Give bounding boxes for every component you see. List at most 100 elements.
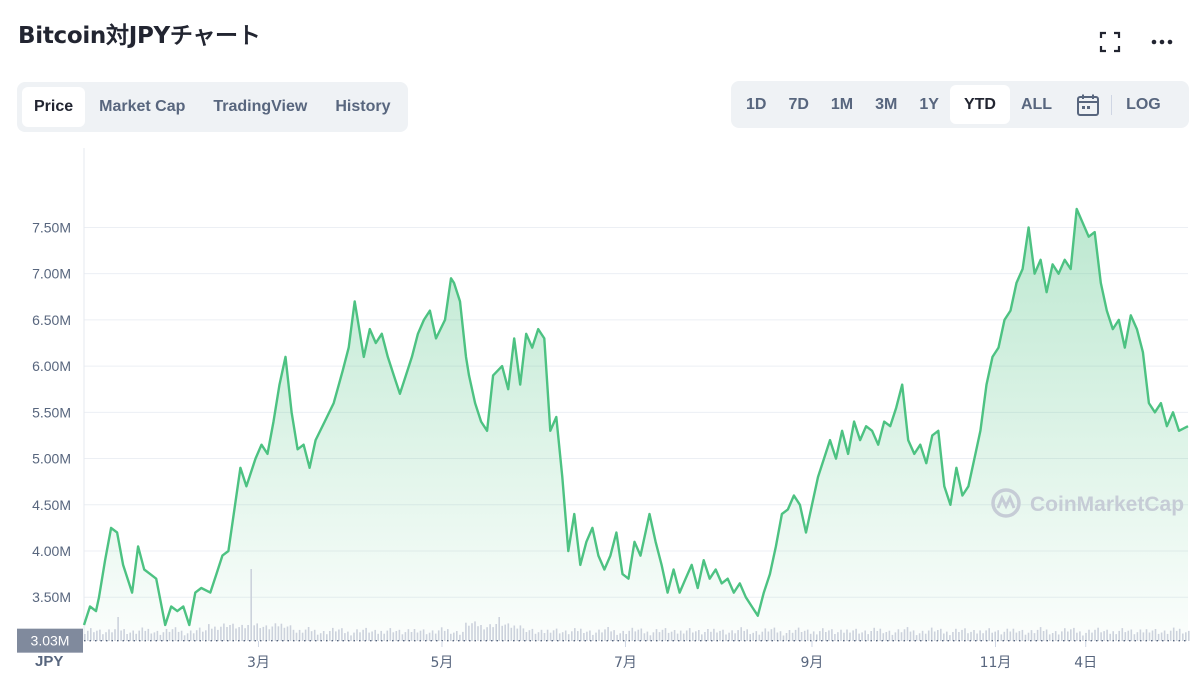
volume-bar (310, 631, 313, 641)
volume-bar (183, 635, 186, 641)
range-1y[interactable]: 1Y (919, 96, 939, 113)
volume-bar (117, 617, 119, 641)
watermark: CoinMarketCap (991, 488, 1184, 518)
volume-bar (1127, 630, 1130, 641)
volume-bar (129, 632, 131, 641)
x-axis: 3月 5月 7月 9月 11月 4日 (247, 641, 1097, 671)
y-tick-label: 6.00M (32, 358, 71, 374)
volume-bar (870, 631, 872, 641)
y-tick-label: 4.50M (32, 497, 71, 513)
volume-bar (858, 633, 860, 641)
volume-bar (138, 630, 140, 641)
volume-bar (622, 630, 624, 641)
volume-bar (332, 627, 334, 641)
volume-bar (812, 631, 815, 641)
volume-bar (737, 630, 739, 641)
x-tick-label: 3月 (247, 655, 270, 671)
volume-bar (882, 633, 885, 641)
expand-icon[interactable] (1096, 28, 1124, 56)
price-chart[interactable]: 2.50M3.50M4.00M4.50M5.00M5.50M6.00M6.50M… (0, 140, 1200, 676)
volume-bar (147, 628, 150, 641)
volume-bar (150, 633, 153, 641)
volume-bar (313, 629, 316, 641)
volume-bar (915, 635, 918, 641)
divider (1111, 94, 1113, 115)
range-all[interactable]: ALL (1020, 96, 1053, 113)
volume-bar (177, 631, 180, 641)
volume-bar (1064, 628, 1066, 641)
volume-bar (480, 625, 482, 641)
range-1m[interactable]: 1M (830, 96, 854, 113)
volume-bar (1175, 630, 1178, 641)
log-scale-button[interactable]: LOG (1126, 95, 1161, 113)
watermark-text: CoinMarketCap (1030, 493, 1184, 516)
volume-bar (353, 632, 355, 641)
volume-bar (1154, 629, 1157, 641)
volume-bar (888, 630, 891, 641)
range-7d[interactable]: 7D (788, 96, 809, 113)
tab-price[interactable]: Price (22, 87, 86, 127)
y-tick-label: 7.50M (32, 219, 71, 235)
volume-bar (513, 625, 516, 641)
volume-bar (828, 630, 830, 641)
volume-bar (1091, 632, 1093, 641)
volume-bar (474, 621, 476, 641)
volume-bar (707, 629, 709, 641)
volume-bar (516, 628, 519, 641)
calendar-icon[interactable] (1075, 92, 1101, 118)
volume-bar (970, 631, 972, 641)
volume-bar (861, 632, 863, 641)
volume-bar (386, 630, 389, 641)
volume-bar (933, 631, 936, 641)
volume-bar (927, 630, 930, 641)
volume-bar (120, 630, 122, 641)
range-1d[interactable]: 1D (746, 96, 767, 113)
volume-bar (864, 630, 866, 641)
volume-bar (822, 628, 824, 641)
volume-bar (1027, 632, 1030, 641)
volume-bar (162, 632, 165, 641)
volume-bar (994, 631, 996, 641)
volume-bar (1121, 628, 1124, 641)
volume-bar (952, 632, 954, 641)
volume-bar (661, 629, 664, 641)
volume-bar (979, 630, 981, 641)
tab-market-cap[interactable]: Market Cap (99, 98, 186, 115)
volume-bar (425, 634, 428, 641)
volume-bar (395, 631, 398, 641)
volume-bar (326, 634, 328, 641)
volume-bar (676, 633, 679, 641)
volume-bar (226, 627, 228, 641)
volume-bar (1018, 631, 1021, 641)
volume-bar (392, 632, 395, 641)
more-icon[interactable] (1148, 28, 1176, 56)
tab-history[interactable]: History (335, 98, 391, 115)
volume-bar (743, 630, 745, 641)
volume-bar (329, 631, 331, 641)
volume-bar (698, 630, 700, 641)
volume-bar (809, 633, 812, 641)
volume-bar (1000, 634, 1003, 641)
volume-bar (531, 628, 534, 641)
volume-bar (416, 632, 419, 641)
volume-bar (976, 633, 978, 641)
volume-bar (205, 630, 207, 641)
volume-bar (601, 632, 603, 641)
tab-tradingview[interactable]: TradingView (213, 98, 308, 115)
volume-bar (256, 623, 258, 641)
baseline-label: 3.03M (31, 633, 70, 649)
volume-bar (359, 632, 361, 641)
volume-bar (819, 631, 821, 641)
volume-bar (1157, 633, 1160, 641)
volume-bar (114, 629, 116, 641)
volume-bar (903, 629, 906, 641)
volume-bar (734, 633, 736, 641)
range-3m[interactable]: 3M (875, 96, 898, 113)
volume-bar (1036, 629, 1039, 641)
volume-bar (770, 629, 773, 641)
range-ytd[interactable]: YTD (949, 85, 1010, 124)
volume-bar (921, 630, 924, 641)
volume-bar (229, 625, 231, 641)
volume-bar (1169, 630, 1172, 641)
volume-bar (265, 625, 268, 641)
